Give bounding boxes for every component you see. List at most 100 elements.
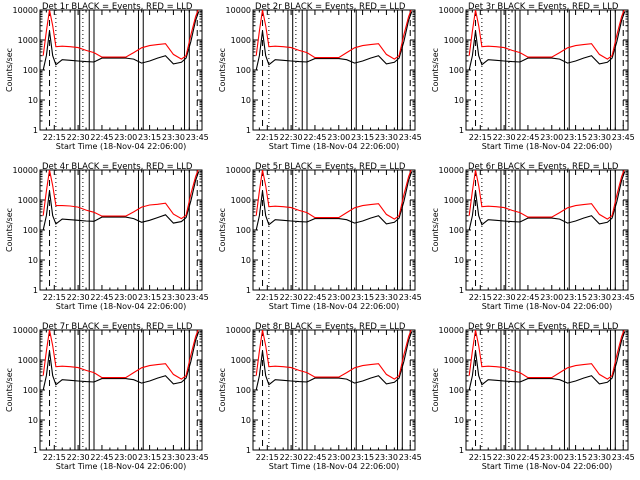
y-axis: 1 10 100 1000 10000 (439, 326, 628, 455)
marker-lines (475, 330, 624, 450)
series-line-lld (42, 330, 199, 380)
y-tick-label: 10000 (13, 326, 38, 335)
x-tick-label: 22:15 (469, 133, 492, 142)
y-tick-label: 10 (241, 96, 251, 105)
panel-title: Det 3r BLACK = Events, RED = LLD (468, 2, 619, 12)
y-tick-label: 10000 (439, 326, 464, 335)
plot-frame (252, 169, 416, 291)
x-tick-label: 23:45 (399, 453, 422, 462)
x-axis-title: Start Time (18-Nov-04 22:06:00) (482, 142, 612, 151)
x-tick-label: 23:00 (114, 453, 137, 462)
x-tick-label: 23:00 (114, 293, 137, 302)
y-axis-title: Counts/sec (431, 208, 440, 252)
y-axis: 1 10 100 1000 10000 (13, 6, 202, 135)
x-tick-label: 22:15 (256, 293, 279, 302)
x-axis-title: Start Time (18-Nov-04 22:06:00) (482, 462, 612, 471)
panel-1: Det 1r BLACK = Events, RED = LLD 1 10 100 10… (5, 2, 209, 151)
plot-frame (39, 9, 203, 131)
x-axis-title: Start Time (18-Nov-04 22:06:00) (56, 302, 186, 311)
x-tick-label: 23:45 (612, 453, 635, 462)
x-tick-label: 22:30 (67, 293, 90, 302)
series-line-lld (42, 10, 199, 60)
y-tick-label: 1000 (18, 36, 38, 45)
y-tick-label: 10 (28, 416, 38, 425)
x-tick-label: 22:45 (303, 293, 326, 302)
series-group (255, 330, 413, 391)
x-tick-label: 22:15 (43, 133, 66, 142)
x-tick-label: 22:30 (280, 293, 303, 302)
y-axis-title: Counts/sec (218, 48, 227, 92)
y-axis-title: Counts/sec (5, 368, 14, 412)
marker-lines (475, 170, 624, 290)
x-tick-label: 23:30 (162, 453, 185, 462)
series-line-events (255, 11, 413, 71)
marker-lines (262, 330, 411, 450)
series-line-events (255, 331, 413, 391)
y-tick-label: 100 (449, 66, 464, 75)
y-tick-label: 10000 (439, 6, 464, 15)
x-tick-label: 23:45 (612, 133, 635, 142)
x-tick-label: 23:00 (327, 293, 350, 302)
x-tick-label: 23:00 (540, 133, 563, 142)
y-axis: 1 10 100 1000 10000 (226, 6, 415, 135)
y-axis-title: Counts/sec (5, 208, 14, 252)
marker-lines (49, 170, 198, 290)
y-tick-label: 10 (454, 416, 464, 425)
y-tick-label: 10 (454, 256, 464, 265)
y-axis-title: Counts/sec (5, 48, 14, 92)
x-tick-label: 23:00 (327, 133, 350, 142)
x-axis-title: Start Time (18-Nov-04 22:06:00) (56, 462, 186, 471)
x-tick-label: 23:30 (588, 133, 611, 142)
y-tick-label: 1000 (444, 356, 464, 365)
series-line-events (42, 11, 200, 71)
series-line-lld (468, 10, 625, 60)
y-axis: 1 10 100 1000 10000 (13, 166, 202, 295)
y-tick-label: 10000 (226, 166, 251, 175)
y-tick-label: 1000 (18, 196, 38, 205)
x-axis-title: Start Time (18-Nov-04 22:06:00) (482, 302, 612, 311)
marker-lines (262, 10, 411, 130)
y-tick-label: 1 (459, 286, 464, 295)
plot-frame (39, 329, 203, 451)
panel-title: Det 6r BLACK = Events, RED = LLD (468, 162, 619, 172)
x-tick-label: 23:45 (186, 133, 209, 142)
x-tick-label: 22:30 (493, 453, 516, 462)
x-tick-label: 22:15 (256, 453, 279, 462)
series-line-lld (468, 170, 625, 220)
x-tick-label: 22:30 (493, 293, 516, 302)
series-line-events (255, 171, 413, 231)
y-tick-label: 100 (449, 226, 464, 235)
series-group (42, 170, 200, 231)
y-tick-label: 10 (28, 96, 38, 105)
x-tick-label: 23:15 (564, 453, 587, 462)
x-tick-label: 23:45 (186, 453, 209, 462)
panel-title: Det 7r BLACK = Events, RED = LLD (42, 322, 193, 332)
y-tick-label: 1000 (231, 36, 251, 45)
series-line-lld (42, 170, 199, 220)
series-line-lld (255, 330, 412, 380)
y-tick-label: 1 (33, 286, 38, 295)
series-line-events (468, 171, 626, 231)
panel-9: Det 9r BLACK = Events, RED = LLD 1 10 100 10… (431, 322, 635, 471)
x-tick-label: 23:45 (399, 293, 422, 302)
plot-frame (465, 9, 629, 131)
x-axis: 22:15 22:30 22:45 23:00 23:15 23:30 23:45 (43, 330, 209, 462)
y-tick-label: 100 (23, 386, 38, 395)
x-tick-label: 23:45 (399, 133, 422, 142)
x-tick-label: 22:45 (90, 133, 113, 142)
y-axis: 1 10 100 1000 10000 (13, 326, 202, 455)
plot-frame (465, 329, 629, 451)
panel-4: Det 4r BLACK = Events, RED = LLD 1 10 100 10… (5, 162, 209, 311)
y-axis: 1 10 100 1000 10000 (439, 166, 628, 295)
x-tick-label: 22:15 (469, 453, 492, 462)
y-tick-label: 1 (33, 126, 38, 135)
x-tick-label: 23:45 (186, 293, 209, 302)
series-group (42, 330, 200, 391)
x-axis: 22:15 22:30 22:45 23:00 23:15 23:30 23:45 (43, 170, 209, 302)
panel-3: Det 3r BLACK = Events, RED = LLD 1 10 100 10… (431, 2, 635, 151)
series-line-events (468, 331, 626, 391)
y-tick-label: 10 (241, 256, 251, 265)
y-tick-label: 10 (454, 96, 464, 105)
y-tick-label: 1 (459, 126, 464, 135)
x-tick-label: 22:45 (90, 453, 113, 462)
